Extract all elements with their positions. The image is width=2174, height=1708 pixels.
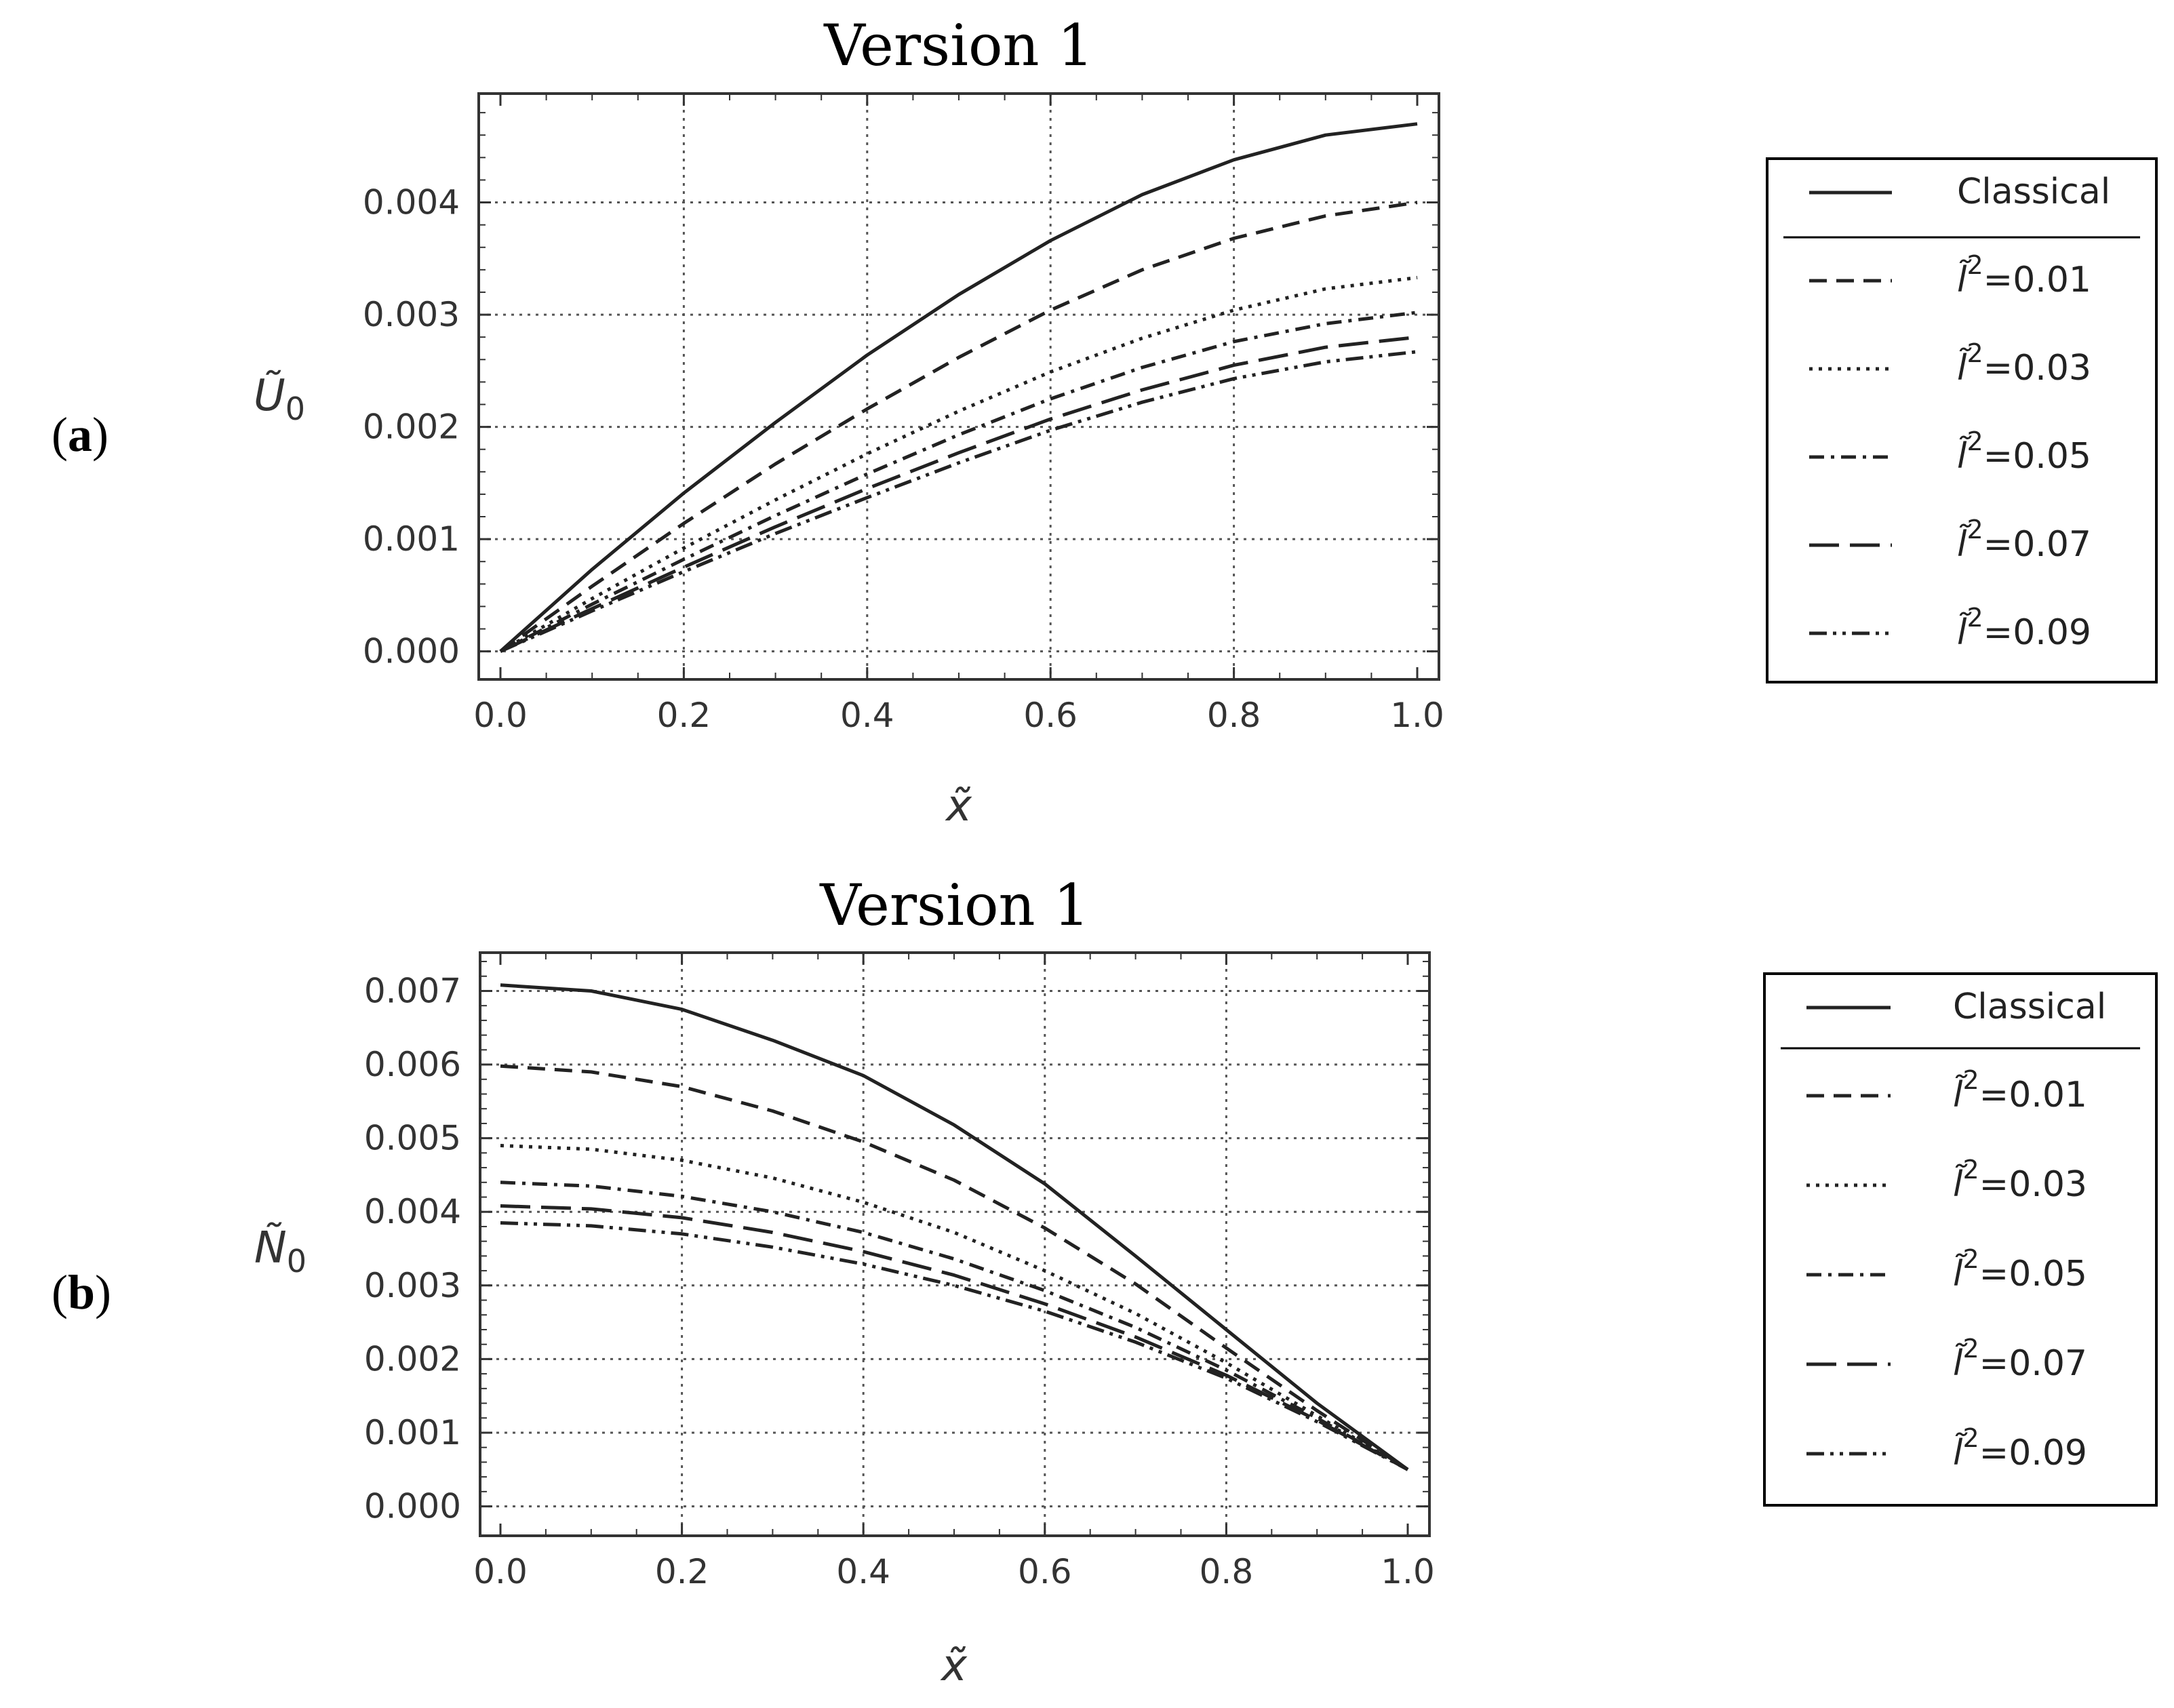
x-tick-label: 0.6 <box>1018 1552 1072 1591</box>
chart-panel-a: Version 1 (a) 0.0 0.2 0.4 0.6 0.8 1.0 0.000 0.001… <box>52 12 2158 831</box>
legend-entry-label: l̃2=0.05 <box>1957 426 2091 477</box>
y-tick-label: 0.007 <box>364 971 461 1010</box>
y-axis-label: Ũ0 <box>254 370 305 427</box>
x-tick-label: 0.2 <box>655 1552 709 1591</box>
x-tick-label: 0.4 <box>836 1552 890 1591</box>
y-tick-label: 0.005 <box>364 1119 461 1158</box>
legend-entry-label: l̃2=0.01 <box>1953 1065 2087 1115</box>
y-tick-label: 0.001 <box>364 1413 461 1452</box>
y-tick-label: 0.003 <box>363 295 460 334</box>
series-line <box>500 983 1409 1471</box>
legend-entry-label: l̃2=0.01 <box>1957 250 2091 300</box>
series-line <box>500 1064 1409 1471</box>
y-tick-label: 0.004 <box>364 1192 461 1231</box>
legend-entry-label: Classical <box>1953 987 2106 1027</box>
series-line <box>499 335 1418 653</box>
legend-entry-label: l̃2=0.03 <box>1953 1155 2087 1205</box>
y-tick-label: 0.001 <box>363 519 460 559</box>
series-line <box>500 1204 1409 1471</box>
x-tick-label: 1.0 <box>1390 696 1444 735</box>
y-tick-label: 0.003 <box>364 1266 461 1305</box>
legend-entry-label: l̃2=0.07 <box>1953 1334 2087 1384</box>
x-axis-label: x̃ <box>945 781 972 831</box>
panel-label: (a) <box>52 408 108 462</box>
x-tick-label: 0.6 <box>1023 696 1078 735</box>
x-tick-label: 0.2 <box>657 696 711 735</box>
y-tick-label: 0.000 <box>363 632 460 671</box>
series-line <box>499 311 1418 653</box>
plot-frame <box>477 92 1440 681</box>
y-tick-label: 0.004 <box>363 183 460 222</box>
x-tick-label: 0.8 <box>1207 696 1261 735</box>
x-tick-label: 0.8 <box>1200 1552 1254 1591</box>
legend-entry-label: l̃2=0.07 <box>1957 515 2091 565</box>
legend-entry-label: Classical <box>1957 172 2110 212</box>
panel-label: (b) <box>52 1265 111 1319</box>
y-axis-label: Ñ0 <box>254 1223 307 1279</box>
y-tick-label: 0.002 <box>363 408 460 447</box>
series-line <box>500 1180 1409 1471</box>
series-line <box>499 122 1418 653</box>
series-line <box>500 1144 1409 1471</box>
series-line <box>499 201 1418 653</box>
chart-title: Version 1 <box>819 872 1090 938</box>
x-tick-label: 1.0 <box>1381 1552 1435 1591</box>
chart-title: Version 1 <box>823 12 1094 79</box>
legend-entry-label: l̃2=0.09 <box>1957 603 2091 653</box>
series-line <box>499 350 1418 653</box>
y-tick-label: 0.002 <box>364 1339 461 1378</box>
x-tick-label: 0.4 <box>840 696 894 735</box>
x-axis-label: x̃ <box>940 1641 968 1691</box>
legend: Classical l̃2=0.01 l̃2=0.03 l̃2=0.05 l̃2=0.0… <box>1766 157 2158 683</box>
y-tick-label: 0.000 <box>364 1487 461 1526</box>
legend: Classical l̃2=0.01 l̃2=0.03 l̃2=0.05 l̃2=0.0… <box>1763 972 2158 1507</box>
plot-frame <box>479 951 1431 1537</box>
series-line <box>500 1221 1409 1471</box>
legend-box <box>1763 972 2158 1507</box>
legend-box <box>1766 157 2158 683</box>
y-tick-label: 0.006 <box>364 1045 461 1084</box>
legend-entry-label: l̃2=0.05 <box>1953 1244 2087 1294</box>
legend-entry-label: l̃2=0.09 <box>1953 1423 2087 1473</box>
legend-entry-label: l̃2=0.03 <box>1957 338 2091 389</box>
x-tick-label: 0.0 <box>473 696 528 735</box>
chart-panel-b: Version 1 (b) 0.0 0.2 0.4 0.6 0.8 1.0 0.000 0.001… <box>52 872 2158 1691</box>
x-tick-label: 0.0 <box>473 1552 528 1591</box>
